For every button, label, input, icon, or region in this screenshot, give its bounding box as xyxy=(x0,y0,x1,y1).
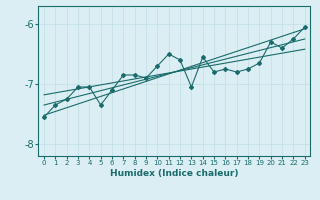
X-axis label: Humidex (Indice chaleur): Humidex (Indice chaleur) xyxy=(110,169,239,178)
